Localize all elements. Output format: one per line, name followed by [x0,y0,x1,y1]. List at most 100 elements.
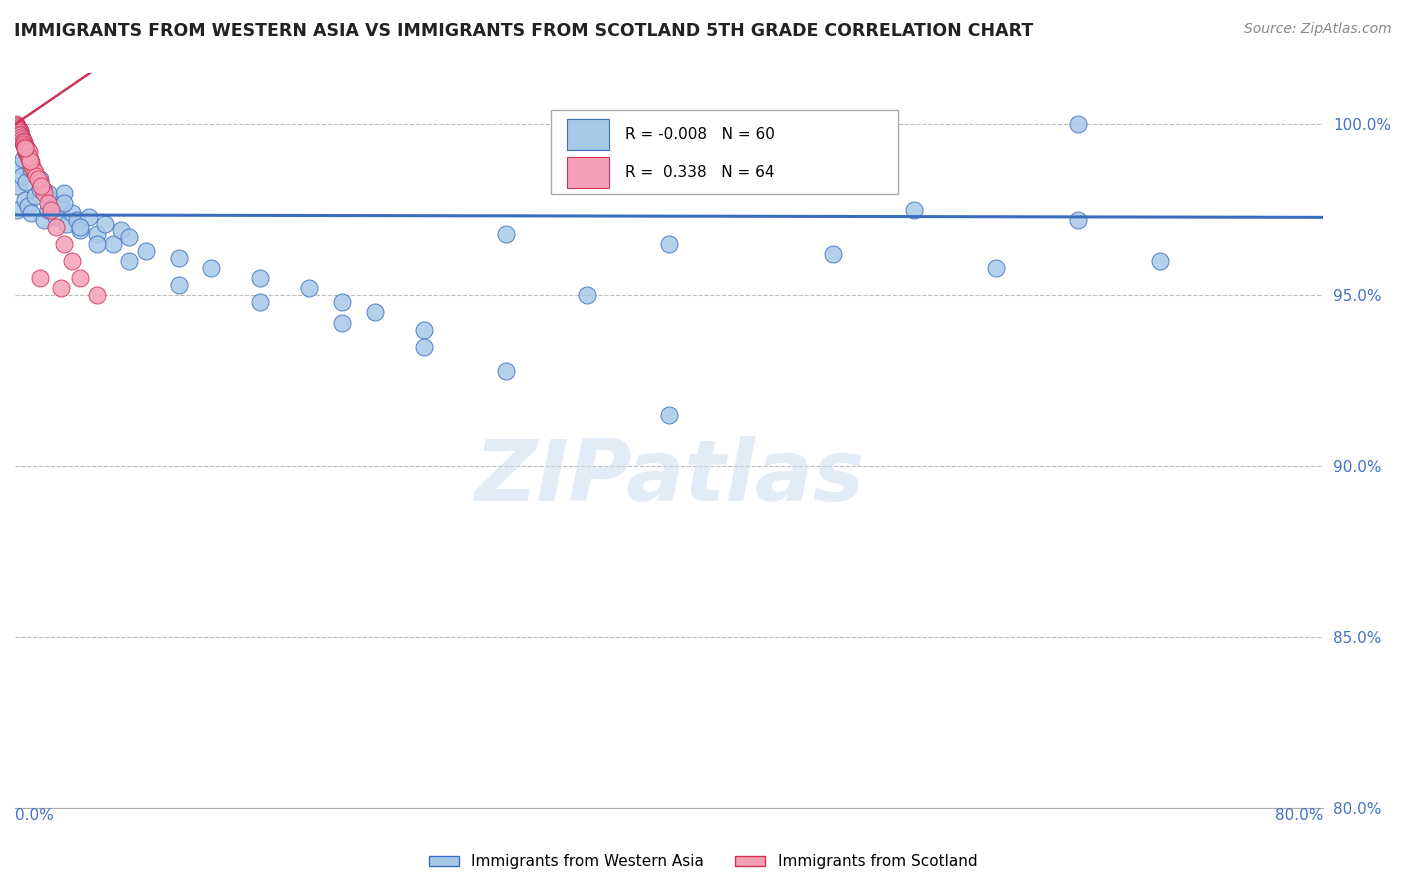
Point [20,161,42,176]
Point [15,146,38,161]
Text: ZIPatlas: ZIPatlas [474,436,865,519]
Point [14,141,37,155]
Text: 0.0%: 0.0% [15,808,53,823]
Point [986,260,1008,275]
Point [658,237,681,252]
Point [14,141,37,155]
Point [13,137,35,152]
FancyBboxPatch shape [567,157,609,187]
Point [86,288,108,302]
Point [11,135,34,149]
Point [37,186,59,200]
Point [94,217,117,231]
Point [18,150,41,164]
Point [25,169,48,183]
Point [13,135,35,149]
Point [1067,213,1090,227]
Point [11,135,34,149]
Point [49,281,72,295]
Point [45,210,67,224]
Point [28,271,51,285]
Point [18,154,41,169]
Point [6,120,28,135]
Point [24,165,46,179]
Point [6,122,28,136]
Point [10,169,32,183]
Point [39,193,62,207]
Point [167,251,190,265]
Point [45,219,67,234]
Point [13,137,35,152]
Point [20,206,42,220]
Point [11,152,34,166]
Point [37,196,59,211]
Text: IMMIGRANTS FROM WESTERN ASIA VS IMMIGRANTS FROM SCOTLAND 5TH GRADE CORRELATION C: IMMIGRANTS FROM WESTERN ASIA VS IMMIGRAN… [14,22,1033,40]
Point [8,124,31,138]
Point [7,120,30,135]
Point [8,128,31,142]
Point [200,260,222,275]
Point [110,223,132,237]
Legend: Immigrants from Western Asia, Immigrants from Scotland: Immigrants from Western Asia, Immigrants… [423,848,983,875]
Point [6,121,28,136]
Point [14,140,37,154]
Point [15,176,38,190]
Point [6,119,28,133]
Point [135,244,157,258]
Point [7,124,30,138]
Point [118,230,141,244]
Point [20,155,42,169]
Point [56,217,79,231]
Point [39,202,62,217]
Point [60,206,83,220]
Point [28,176,51,190]
Point [28,172,51,186]
Point [298,281,321,295]
Point [495,227,517,241]
Point [11,133,34,147]
Point [8,126,31,140]
Point [7,178,30,193]
Point [412,340,434,354]
Point [37,202,59,217]
FancyBboxPatch shape [567,120,609,151]
Point [14,138,37,153]
Point [86,237,108,252]
Point [11,131,34,145]
Point [69,223,91,237]
Point [10,131,32,145]
Point [17,145,39,160]
Point [77,210,100,224]
Point [1149,254,1171,268]
Point [11,134,34,148]
Point [14,143,37,157]
Point [8,124,31,138]
Point [101,237,124,252]
Point [10,129,32,144]
Point [17,199,39,213]
Point [14,193,37,207]
Point [27,172,49,186]
FancyBboxPatch shape [551,110,898,194]
Point [66,213,89,227]
Point [20,158,42,172]
Point [86,227,108,241]
Text: Source: ZipAtlas.com: Source: ZipAtlas.com [1244,22,1392,37]
Point [17,148,39,162]
Point [118,254,141,268]
Point [24,189,46,203]
Point [31,182,53,196]
Point [11,135,34,149]
Point [903,202,925,217]
Point [28,182,51,196]
Point [17,144,39,158]
Point [53,196,76,211]
Point [53,237,76,252]
Point [330,316,353,330]
Point [10,128,32,143]
Point [18,153,41,168]
Point [15,145,38,159]
Point [49,199,72,213]
Point [21,161,44,176]
Point [10,130,32,145]
